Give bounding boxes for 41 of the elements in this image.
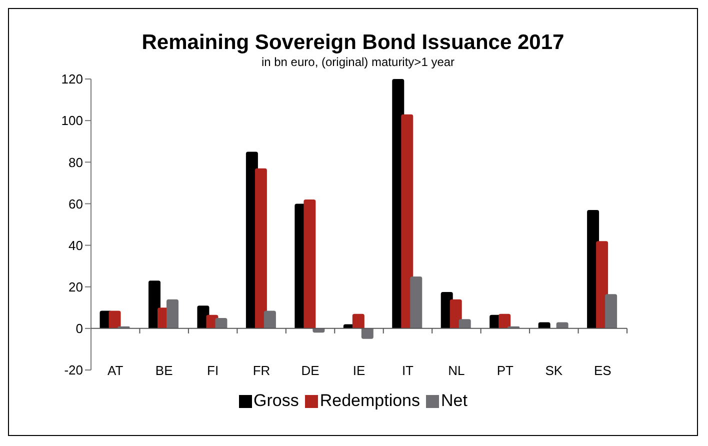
bar — [410, 276, 422, 328]
bar — [166, 299, 178, 328]
x-tick-label: SK — [545, 363, 563, 378]
bar — [215, 318, 228, 328]
x-tick-label: FR — [252, 363, 270, 378]
x-tick-label: IE — [352, 363, 366, 378]
x-tick-label: AT — [108, 363, 124, 378]
x-tick-label: PT — [496, 363, 514, 378]
y-tick-label: 60 — [68, 196, 83, 212]
legend-label: Net — [441, 391, 468, 411]
y-tick-label: 80 — [68, 154, 83, 170]
x-tick-label: BE — [155, 363, 174, 378]
bar — [264, 310, 276, 328]
bar — [498, 314, 511, 328]
x-tick-label: NL — [448, 363, 465, 378]
x-tick-label: ES — [594, 363, 612, 378]
y-tick-label: -20 — [64, 362, 83, 378]
y-tick-label: 0 — [76, 321, 83, 336]
y-tick-label: 100 — [61, 113, 83, 128]
bar — [538, 322, 550, 328]
chart-subtitle: in bn euro, (original) maturity>1 year — [260, 55, 456, 69]
x-tick-label: FI — [207, 363, 219, 378]
y-tick-label: 40 — [68, 238, 83, 253]
bar — [361, 328, 374, 339]
bar — [605, 294, 618, 328]
bar — [596, 241, 608, 328]
bar — [108, 310, 121, 328]
y-tick-label: 120 — [61, 72, 83, 87]
legend-label: Gross — [254, 391, 299, 411]
bar — [304, 200, 316, 328]
x-tick-label: DE — [301, 363, 320, 378]
bar — [556, 322, 568, 328]
bar — [450, 299, 462, 328]
bar — [254, 168, 267, 328]
bar — [352, 314, 364, 328]
y-tick-label: 20 — [68, 279, 83, 294]
legend-label: Redemptions — [320, 391, 420, 411]
chart-title: Remaining Sovereign Bond Issuance 2017 — [140, 31, 566, 55]
x-tick-label: IT — [402, 363, 414, 378]
bar — [401, 114, 414, 328]
bar — [458, 319, 471, 328]
